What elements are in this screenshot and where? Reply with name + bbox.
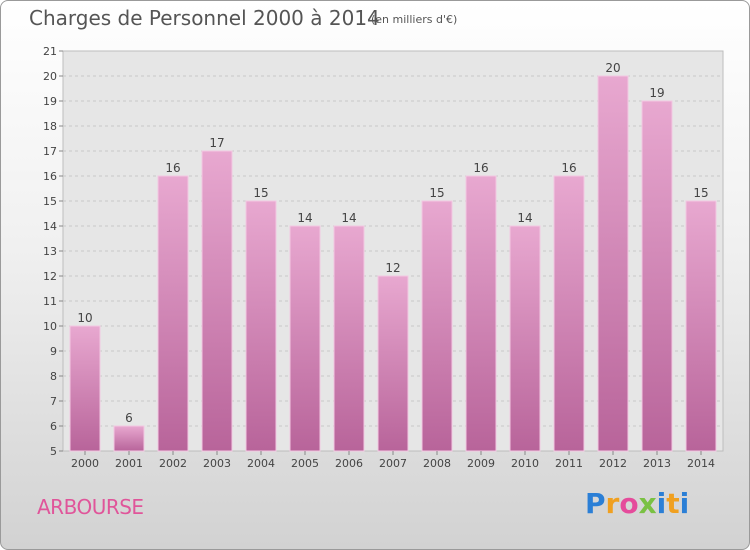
- y-axis: 5 6 7 8 9 10 11 12 13 14 15 16 17 18 19 20 21: [43, 45, 63, 458]
- x-axis: 2000 2001 2002 2003 2004 2005 2006 2007 2008 2009…: [71, 451, 715, 470]
- x-tick-label: 2003: [203, 457, 231, 470]
- chart-subtitle: (en milliers d'€): [371, 13, 458, 26]
- bar: [641, 100, 673, 452]
- bar-value-label: 17: [209, 136, 224, 150]
- y-tick-label: 21: [43, 45, 57, 58]
- y-tick-label: 16: [43, 170, 57, 183]
- y-tick-label: 13: [43, 245, 57, 258]
- x-tick-label: 2013: [643, 457, 671, 470]
- logo-letter: t: [666, 487, 680, 520]
- bar: [201, 150, 233, 452]
- bar-value-label: 14: [517, 211, 532, 225]
- bar-value-label: 16: [165, 161, 180, 175]
- bar-value-label: 15: [253, 186, 268, 200]
- x-tick-label: 2009: [467, 457, 495, 470]
- bar-value-label: 16: [473, 161, 488, 175]
- x-tick-label: 2004: [247, 457, 275, 470]
- x-tick-label: 2000: [71, 457, 99, 470]
- chart-title: Charges de Personnel 2000 à 2014: [29, 6, 380, 30]
- y-tick-label: 8: [50, 370, 57, 383]
- bar: [245, 200, 277, 452]
- bar: [421, 200, 453, 452]
- x-tick-label: 2011: [555, 457, 583, 470]
- bar-value-label: 15: [693, 186, 708, 200]
- bar: [685, 200, 717, 452]
- bar-value-label: 6: [125, 411, 133, 425]
- y-tick-label: 5: [50, 445, 57, 458]
- bar-value-label: 15: [429, 186, 444, 200]
- logo-letter: r: [605, 487, 620, 520]
- x-tick-label: 2012: [599, 457, 627, 470]
- bar-value-label: 12: [385, 261, 400, 275]
- bar-value-label: 14: [341, 211, 356, 225]
- y-tick-label: 10: [43, 320, 57, 333]
- bar: [597, 75, 629, 452]
- bar: [553, 175, 585, 452]
- logo-letter: P: [585, 487, 606, 520]
- bar: [69, 325, 101, 452]
- x-tick-label: 2010: [511, 457, 539, 470]
- logo-letter: i: [656, 487, 667, 520]
- x-tick-label: 2008: [423, 457, 451, 470]
- bar-value-label: 16: [561, 161, 576, 175]
- bar-value-label: 14: [297, 211, 312, 225]
- y-tick-label: 15: [43, 195, 57, 208]
- y-tick-label: 20: [43, 70, 57, 83]
- y-tick-label: 9: [50, 345, 57, 358]
- bar: [509, 225, 541, 452]
- y-tick-label: 14: [43, 220, 57, 233]
- y-tick-label: 12: [43, 270, 57, 283]
- bar: [113, 425, 145, 452]
- y-tick-label: 17: [43, 145, 57, 158]
- logo-letter: i: [679, 487, 690, 520]
- bar: [157, 175, 189, 452]
- x-tick-label: 2002: [159, 457, 187, 470]
- x-tick-label: 2014: [687, 457, 715, 470]
- y-tick-label: 7: [50, 395, 57, 408]
- y-tick-label: 6: [50, 420, 57, 433]
- bar-value-label: 10: [77, 311, 92, 325]
- bar: [377, 275, 409, 452]
- bar: [289, 225, 321, 452]
- bar: [465, 175, 497, 452]
- y-tick-label: 11: [43, 295, 57, 308]
- logo-letter: o: [619, 487, 639, 520]
- x-tick-label: 2007: [379, 457, 407, 470]
- x-tick-label: 2001: [115, 457, 143, 470]
- x-tick-label: 2005: [291, 457, 319, 470]
- logo-letter: x: [638, 487, 657, 520]
- y-tick-label: 19: [43, 95, 57, 108]
- bar-value-label: 19: [649, 86, 664, 100]
- x-tick-label: 2006: [335, 457, 363, 470]
- bars: 10 6 16 17 15 14 14 12 15 16 14 16 20 19 15: [69, 61, 717, 452]
- commune-name: ARBOURSE: [37, 495, 144, 519]
- bar: [333, 225, 365, 452]
- bar-value-label: 20: [605, 61, 620, 75]
- y-tick-label: 18: [43, 120, 57, 133]
- proxiti-logo: Proxiti: [585, 487, 689, 520]
